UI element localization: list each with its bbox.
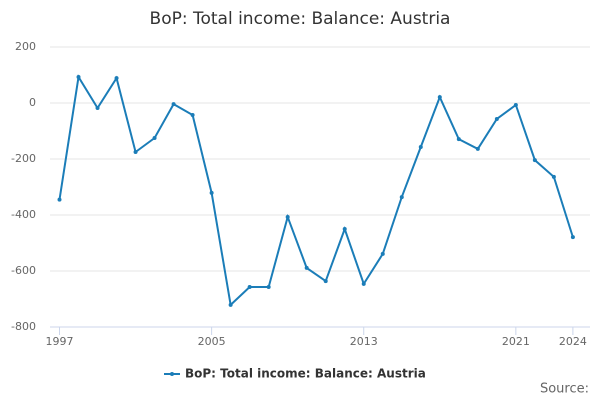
y-tick-label: -200 [11, 152, 36, 165]
x-tick-label: 2005 [198, 335, 226, 348]
marker [342, 227, 347, 231]
line [58, 74, 574, 307]
marker [551, 174, 556, 179]
marker [133, 150, 138, 154]
y-tick-label: 200 [15, 40, 36, 53]
marker [361, 281, 366, 286]
marker [513, 102, 518, 107]
marker [152, 136, 157, 140]
marker [570, 235, 575, 240]
marker [323, 279, 328, 284]
marker [494, 116, 499, 121]
y-tick-label: -400 [11, 208, 36, 221]
marker [247, 284, 252, 289]
x-tick-label: 1997 [46, 335, 74, 348]
marker [380, 251, 385, 256]
marker [285, 214, 290, 219]
marker [266, 284, 271, 289]
x-tick-label: 2013 [350, 335, 378, 348]
marker [209, 190, 214, 195]
y-tick-label: -600 [11, 264, 36, 277]
marker [171, 102, 176, 107]
chart-title: BoP: Total income: Balance: Austria [150, 9, 451, 29]
x-tick-label: 2021 [502, 335, 530, 348]
y-tick-label: 0 [29, 96, 36, 109]
marker [190, 113, 195, 118]
y-tick-label: -800 [11, 320, 36, 333]
marker [76, 74, 81, 79]
marker [475, 146, 480, 151]
marker [114, 76, 119, 81]
marker [95, 106, 100, 111]
marker [532, 158, 537, 163]
marker [418, 144, 423, 149]
x-tick-label: 2024 [559, 335, 587, 348]
marker [437, 95, 442, 100]
marker [304, 265, 309, 270]
legend-label: BoP: Total income: Balance: Austria [185, 367, 426, 381]
marker [57, 197, 62, 202]
legend-marker [170, 372, 174, 376]
marker [456, 137, 461, 142]
source: Source: [540, 382, 589, 397]
marker [399, 195, 404, 200]
marker [228, 302, 233, 307]
